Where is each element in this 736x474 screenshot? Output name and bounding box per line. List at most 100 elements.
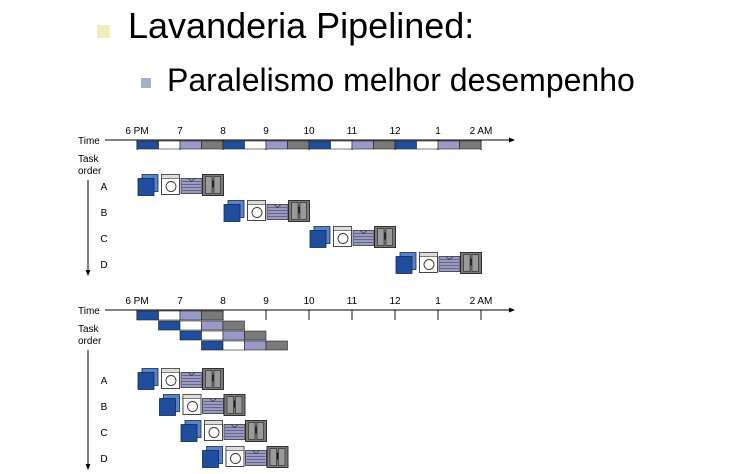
dryer-icon	[225, 446, 245, 467]
stage-bar	[179, 140, 202, 150]
washer-icon	[159, 394, 180, 416]
stage-bar	[287, 140, 310, 150]
stage-bar	[222, 330, 245, 341]
task-order-label: order	[78, 166, 102, 177]
task-label: D	[100, 454, 107, 465]
dryer-icon	[333, 226, 352, 247]
task-label: A	[101, 376, 108, 387]
dryer-icon	[204, 420, 223, 441]
closet-icon	[202, 174, 224, 196]
stage-bar	[201, 310, 224, 321]
closet-icon	[374, 226, 396, 248]
time-label: Time	[78, 306, 100, 317]
task-label: B	[101, 208, 108, 219]
closet-icon	[266, 446, 289, 468]
bullet-level2	[141, 78, 151, 88]
stage-bar	[351, 140, 374, 150]
stage-bar	[244, 330, 267, 341]
stage-bar	[158, 140, 181, 150]
dryer-icon	[419, 252, 438, 273]
time-tick-label: 2 AM	[470, 126, 493, 137]
stage-bar	[222, 320, 245, 331]
bullet-level1	[97, 25, 110, 38]
washer-icon	[395, 252, 417, 274]
time-tick-label: 1	[435, 296, 441, 307]
washer-icon	[223, 200, 245, 222]
stage-bar	[222, 140, 245, 150]
folder-icon	[202, 398, 224, 414]
time-tick-label: 9	[263, 296, 269, 307]
slide-title: Lavanderia Pipelined:	[128, 5, 475, 46]
folder-icon	[180, 372, 203, 388]
task-label: B	[101, 402, 108, 413]
stage-bar	[179, 310, 202, 321]
time-tick-label: 2 AM	[470, 296, 493, 307]
dryer-icon	[161, 368, 180, 389]
closet-icon	[245, 420, 267, 442]
task-label: A	[101, 182, 108, 193]
task-order-label: Task	[78, 154, 100, 165]
time-tick-label: 6 PM	[125, 126, 148, 137]
stage-bar	[179, 330, 202, 341]
folder-icon	[438, 256, 461, 272]
stage-bar	[373, 140, 396, 150]
stage-bar	[244, 140, 267, 150]
time-axis-arrow-icon	[509, 307, 515, 313]
time-tick-label: 12	[389, 126, 401, 137]
stage-bar	[201, 340, 224, 351]
time-tick-label: 8	[220, 296, 226, 307]
stage-bar	[201, 330, 224, 341]
task-order-label: Task	[78, 324, 100, 335]
washer-icon	[180, 420, 202, 442]
stage-bar	[136, 310, 159, 321]
folder-icon	[180, 178, 203, 194]
folder-icon	[352, 230, 375, 246]
time-label: Time	[78, 136, 100, 147]
task-label: C	[100, 234, 107, 245]
stage-bar	[136, 140, 159, 150]
time-tick-label: 11	[347, 126, 358, 137]
stage-bar	[330, 140, 353, 150]
stage-bar	[244, 340, 267, 351]
time-tick-label: 10	[303, 126, 315, 137]
time-tick-label: 7	[177, 296, 183, 307]
stage-bar	[416, 140, 439, 150]
stage-bar	[201, 320, 224, 331]
dryer-icon	[247, 200, 266, 221]
task-order-arrow-icon	[85, 464, 91, 470]
task-order-label: order	[78, 336, 102, 347]
stage-bar	[265, 340, 288, 351]
washer-icon	[202, 446, 223, 468]
folder-icon	[266, 204, 289, 220]
stage-bar	[308, 140, 331, 150]
time-tick-label: 7	[177, 126, 183, 137]
task-label: C	[100, 428, 107, 439]
time-tick-label: 1	[435, 126, 441, 137]
task-order-arrow-icon	[85, 270, 91, 276]
stage-bar	[394, 140, 417, 150]
stage-bar	[179, 320, 202, 331]
washer-icon	[137, 368, 159, 390]
dryer-icon	[161, 174, 180, 195]
closet-icon	[202, 368, 224, 390]
dryer-icon	[182, 394, 202, 415]
stage-bar	[158, 320, 181, 331]
time-tick-label: 10	[303, 296, 315, 307]
time-tick-label: 11	[347, 296, 358, 307]
time-tick-label: 9	[263, 126, 269, 137]
washer-icon	[309, 226, 331, 248]
stage-bar	[459, 140, 482, 150]
closet-icon	[288, 200, 310, 222]
time-tick-label: 8	[220, 126, 226, 137]
closet-icon	[460, 252, 482, 274]
closet-icon	[223, 394, 246, 416]
stage-bar	[222, 340, 245, 351]
stage-bar	[158, 310, 181, 321]
stage-bar	[201, 140, 224, 150]
stage-bar	[265, 140, 288, 150]
stage-bar	[437, 140, 460, 150]
folder-icon	[223, 424, 246, 440]
